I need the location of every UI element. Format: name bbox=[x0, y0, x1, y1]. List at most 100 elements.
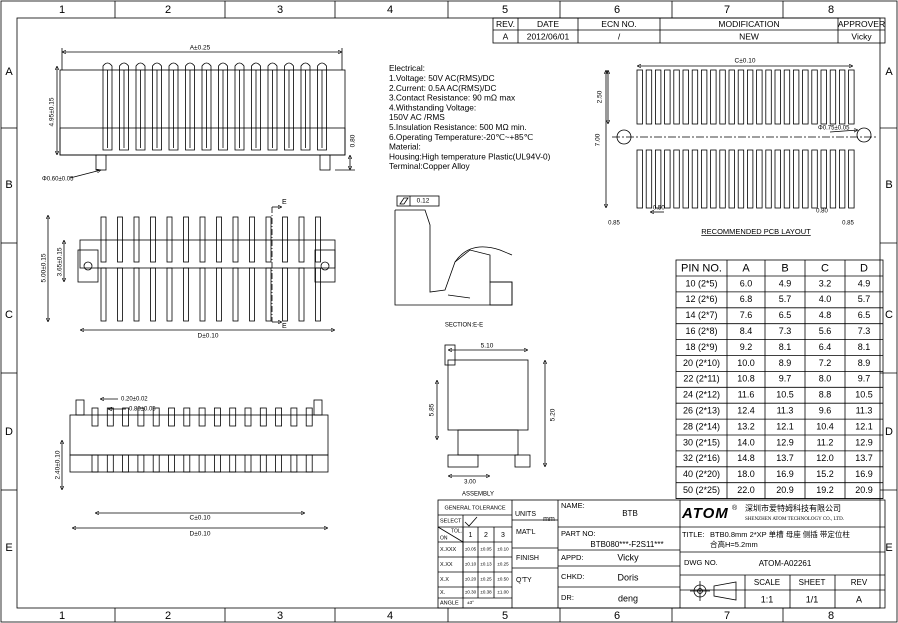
pad bbox=[765, 149, 772, 209]
contact-slot bbox=[168, 62, 179, 151]
pad bbox=[839, 149, 846, 209]
table-cell: 28 (2*14) bbox=[683, 421, 720, 431]
pad bbox=[820, 149, 827, 209]
table-cell: 13.2 bbox=[737, 421, 755, 431]
post bbox=[320, 261, 330, 271]
contact bbox=[514, 454, 531, 468]
table-cell: 15.2 bbox=[816, 469, 834, 479]
company-name: 深圳市爱特姆科技有限公司 bbox=[745, 503, 841, 513]
contact-slot bbox=[201, 62, 212, 151]
dimension-label: 0.80±0.05 bbox=[129, 407, 156, 413]
dimension-label: 2.50 bbox=[597, 90, 604, 103]
pin bbox=[133, 216, 140, 263]
field-value: A bbox=[856, 594, 862, 604]
pad bbox=[737, 149, 745, 209]
pad bbox=[673, 69, 680, 125]
table-cell: 20 (2*10) bbox=[683, 358, 720, 368]
table-cell: 12.9 bbox=[855, 437, 873, 447]
pin bbox=[117, 267, 123, 322]
housing bbox=[79, 239, 336, 269]
zone-row: B bbox=[885, 179, 892, 191]
pin bbox=[133, 267, 140, 322]
table-cell: 6.5 bbox=[779, 310, 792, 320]
contact bbox=[259, 454, 267, 473]
zone-column: 5 bbox=[502, 610, 508, 622]
table-cell: 9.7 bbox=[779, 374, 792, 384]
pad bbox=[719, 149, 726, 209]
zone-column: 6 bbox=[614, 4, 620, 16]
pad bbox=[691, 69, 699, 125]
table-cell: 9.6 bbox=[819, 406, 832, 416]
view-label: ASSEMBLY bbox=[462, 492, 494, 498]
zone-column: 1 bbox=[59, 4, 65, 16]
pad bbox=[655, 149, 662, 209]
contact bbox=[168, 407, 175, 427]
tolerance-cell: ±0.20 bbox=[465, 577, 477, 582]
spec-note: Housing:High temperature Plastic(UL94V-0… bbox=[389, 151, 551, 161]
contact bbox=[168, 454, 175, 473]
pad bbox=[737, 69, 745, 125]
table-cell: 4.8 bbox=[819, 310, 832, 320]
pin bbox=[265, 267, 272, 322]
pin bbox=[315, 216, 321, 263]
table-cell: 11.3 bbox=[777, 406, 794, 416]
contact-slot bbox=[284, 62, 294, 151]
pad bbox=[701, 149, 708, 209]
tolerance-cell: ±0.10 bbox=[497, 547, 509, 552]
zone-row: A bbox=[885, 66, 893, 78]
table-cell: 10.8 bbox=[737, 374, 755, 384]
dimension-label: 7.00 bbox=[595, 133, 602, 146]
spec-note: 150V AC /RMS bbox=[389, 112, 445, 122]
pin bbox=[166, 216, 173, 263]
dimension-label: C±0.10 bbox=[735, 58, 756, 65]
contact bbox=[152, 454, 160, 473]
table-cell: 10.5 bbox=[776, 390, 794, 400]
dimension-label: D±0.10 bbox=[190, 531, 211, 538]
company-logo: ATOM bbox=[681, 505, 729, 522]
zone-column: 4 bbox=[387, 610, 393, 622]
zone-row: E bbox=[5, 542, 12, 554]
table-cell: 11.6 bbox=[738, 390, 755, 400]
table-cell: 12.1 bbox=[776, 421, 794, 431]
field-label: Q'TY bbox=[516, 577, 532, 584]
peg bbox=[75, 399, 85, 416]
contact-slot bbox=[267, 62, 278, 151]
contact bbox=[122, 407, 129, 427]
projection-symbol bbox=[713, 581, 737, 601]
contact-slot bbox=[251, 62, 261, 151]
pad bbox=[719, 69, 726, 125]
pad bbox=[848, 69, 855, 125]
pad bbox=[645, 149, 653, 209]
zone-row: D bbox=[885, 426, 893, 438]
table-cell: 14 (2*7) bbox=[685, 310, 717, 320]
field-label: FINISH bbox=[516, 555, 539, 562]
housing bbox=[457, 429, 519, 456]
locating-hole bbox=[856, 127, 872, 143]
table-cell: 8.1 bbox=[779, 342, 792, 352]
contact-section bbox=[447, 246, 513, 299]
pad bbox=[793, 69, 800, 125]
zone-column: 2 bbox=[165, 4, 171, 16]
dimension-label: D±0.10 bbox=[198, 333, 219, 340]
pad bbox=[673, 149, 680, 209]
contact bbox=[229, 407, 237, 427]
table-cell: 14.8 bbox=[737, 453, 755, 463]
tolerance-column: 1 bbox=[469, 532, 473, 539]
table-line bbox=[437, 526, 464, 543]
field-value: BTB080***-F2S11*** bbox=[590, 540, 663, 549]
post-frame bbox=[314, 249, 336, 283]
pin bbox=[216, 216, 222, 263]
dimension-label: 0.85 bbox=[842, 221, 854, 227]
pad bbox=[756, 69, 763, 125]
pad bbox=[710, 149, 717, 209]
pin bbox=[150, 216, 156, 263]
field-value: BTB0.8mm 2*XP 单槽 母座 侧插 带定位柱 bbox=[710, 529, 850, 539]
table-cell: 11.3 bbox=[856, 406, 873, 416]
contact bbox=[137, 454, 145, 473]
tolerance-cell: X.XXX bbox=[440, 547, 457, 553]
contact bbox=[183, 407, 191, 427]
dimension-label: 0.85 bbox=[608, 221, 620, 227]
dimension-label: 0.20±0.02 bbox=[121, 397, 148, 403]
spec-note: Terminal:Copper Alloy bbox=[389, 161, 471, 171]
